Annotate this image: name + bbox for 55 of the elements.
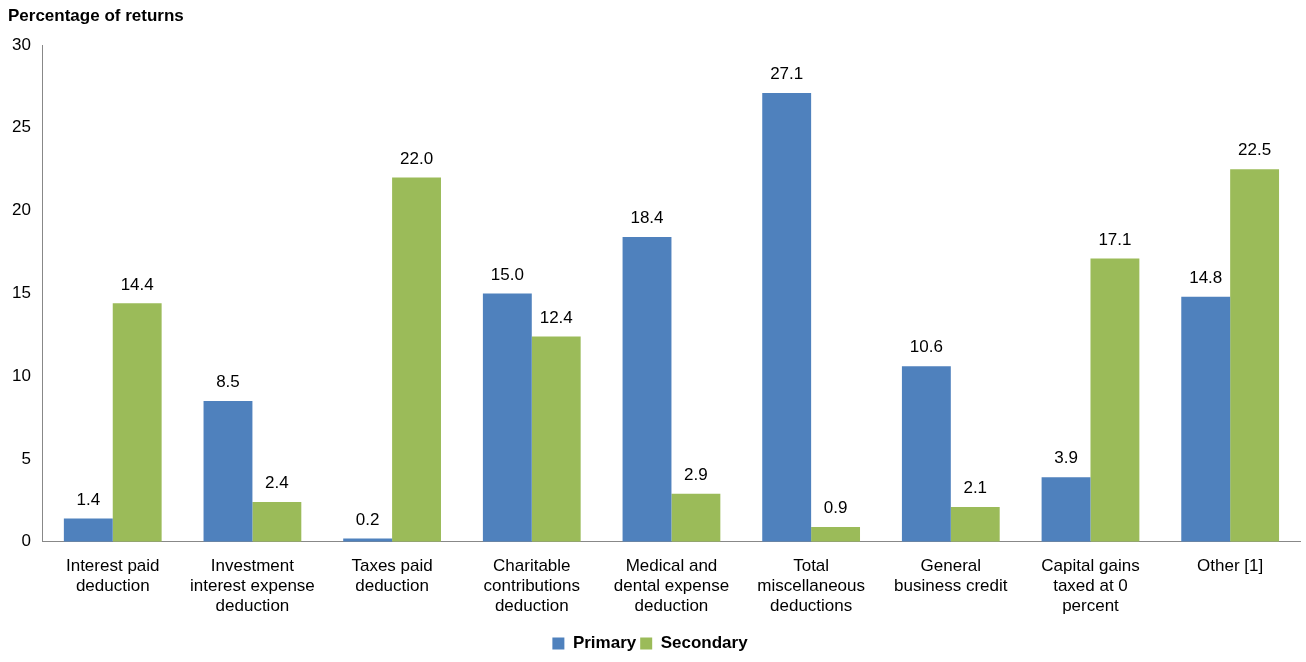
bar (1041, 477, 1091, 542)
bar (811, 526, 861, 542)
bar (1181, 296, 1231, 542)
data-label: 27.1 (770, 64, 804, 84)
x-tick-label: Charitable contributions deduction (483, 555, 580, 616)
data-label: 1.4 (76, 489, 101, 509)
data-label: 0.2 (355, 509, 380, 529)
bar (901, 366, 951, 542)
x-tick-label: Medical and dental expense deduction (613, 555, 730, 616)
bar (1090, 258, 1140, 542)
data-label: 22.5 (1238, 140, 1272, 160)
bar (950, 507, 1000, 542)
legend-label: Secondary (660, 633, 749, 653)
data-label: 2.1 (963, 478, 988, 498)
data-label: 2.9 (684, 464, 708, 484)
bar (343, 538, 393, 542)
bar (1230, 169, 1280, 542)
legend-label: Primary (572, 633, 637, 653)
y-tick-label: 20 (11, 200, 31, 220)
data-label: 8.5 (216, 372, 240, 392)
data-label: 18.4 (630, 208, 664, 228)
data-label: 15.0 (490, 264, 524, 284)
y-tick-label: 5 (21, 448, 31, 468)
y-tick-label: 10 (11, 365, 31, 385)
x-tick-label: Total miscellaneous deductions (757, 555, 865, 616)
data-label: 14.8 (1189, 267, 1223, 287)
y-tick-label: 15 (11, 283, 31, 303)
bar (63, 518, 113, 542)
x-tick-label: Capital gains taxed at 0 percent (1041, 555, 1140, 616)
data-label: 10.6 (909, 337, 943, 357)
x-tick-label: Investment interest expense deduction (190, 555, 315, 616)
data-label: 12.4 (539, 307, 573, 327)
x-tick-label: General business credit (894, 555, 1008, 596)
y-tick-label: 30 (11, 34, 31, 54)
y-tick-label: 25 (11, 117, 31, 137)
bar (252, 502, 302, 542)
bar (112, 303, 162, 542)
data-label: 3.9 (1054, 448, 1078, 468)
x-tick-label: Other [1] (1197, 555, 1264, 575)
data-label: 22.0 (400, 148, 434, 168)
bar (531, 336, 581, 542)
bar (203, 401, 253, 542)
x-tick-label: Interest paid deduction (65, 555, 160, 596)
data-label: 0.9 (823, 498, 848, 518)
bar (482, 293, 532, 542)
bar (671, 493, 721, 542)
y-axis-title: Percentage of returns (8, 6, 184, 26)
bar (622, 237, 672, 542)
bar (762, 93, 812, 542)
data-label: 17.1 (1098, 229, 1132, 249)
x-tick-label: Taxes paid deduction (351, 555, 433, 596)
data-label: 2.4 (265, 473, 289, 493)
y-tick-label: 0 (21, 531, 31, 551)
bar (392, 177, 441, 542)
data-label: 14.4 (120, 274, 154, 294)
